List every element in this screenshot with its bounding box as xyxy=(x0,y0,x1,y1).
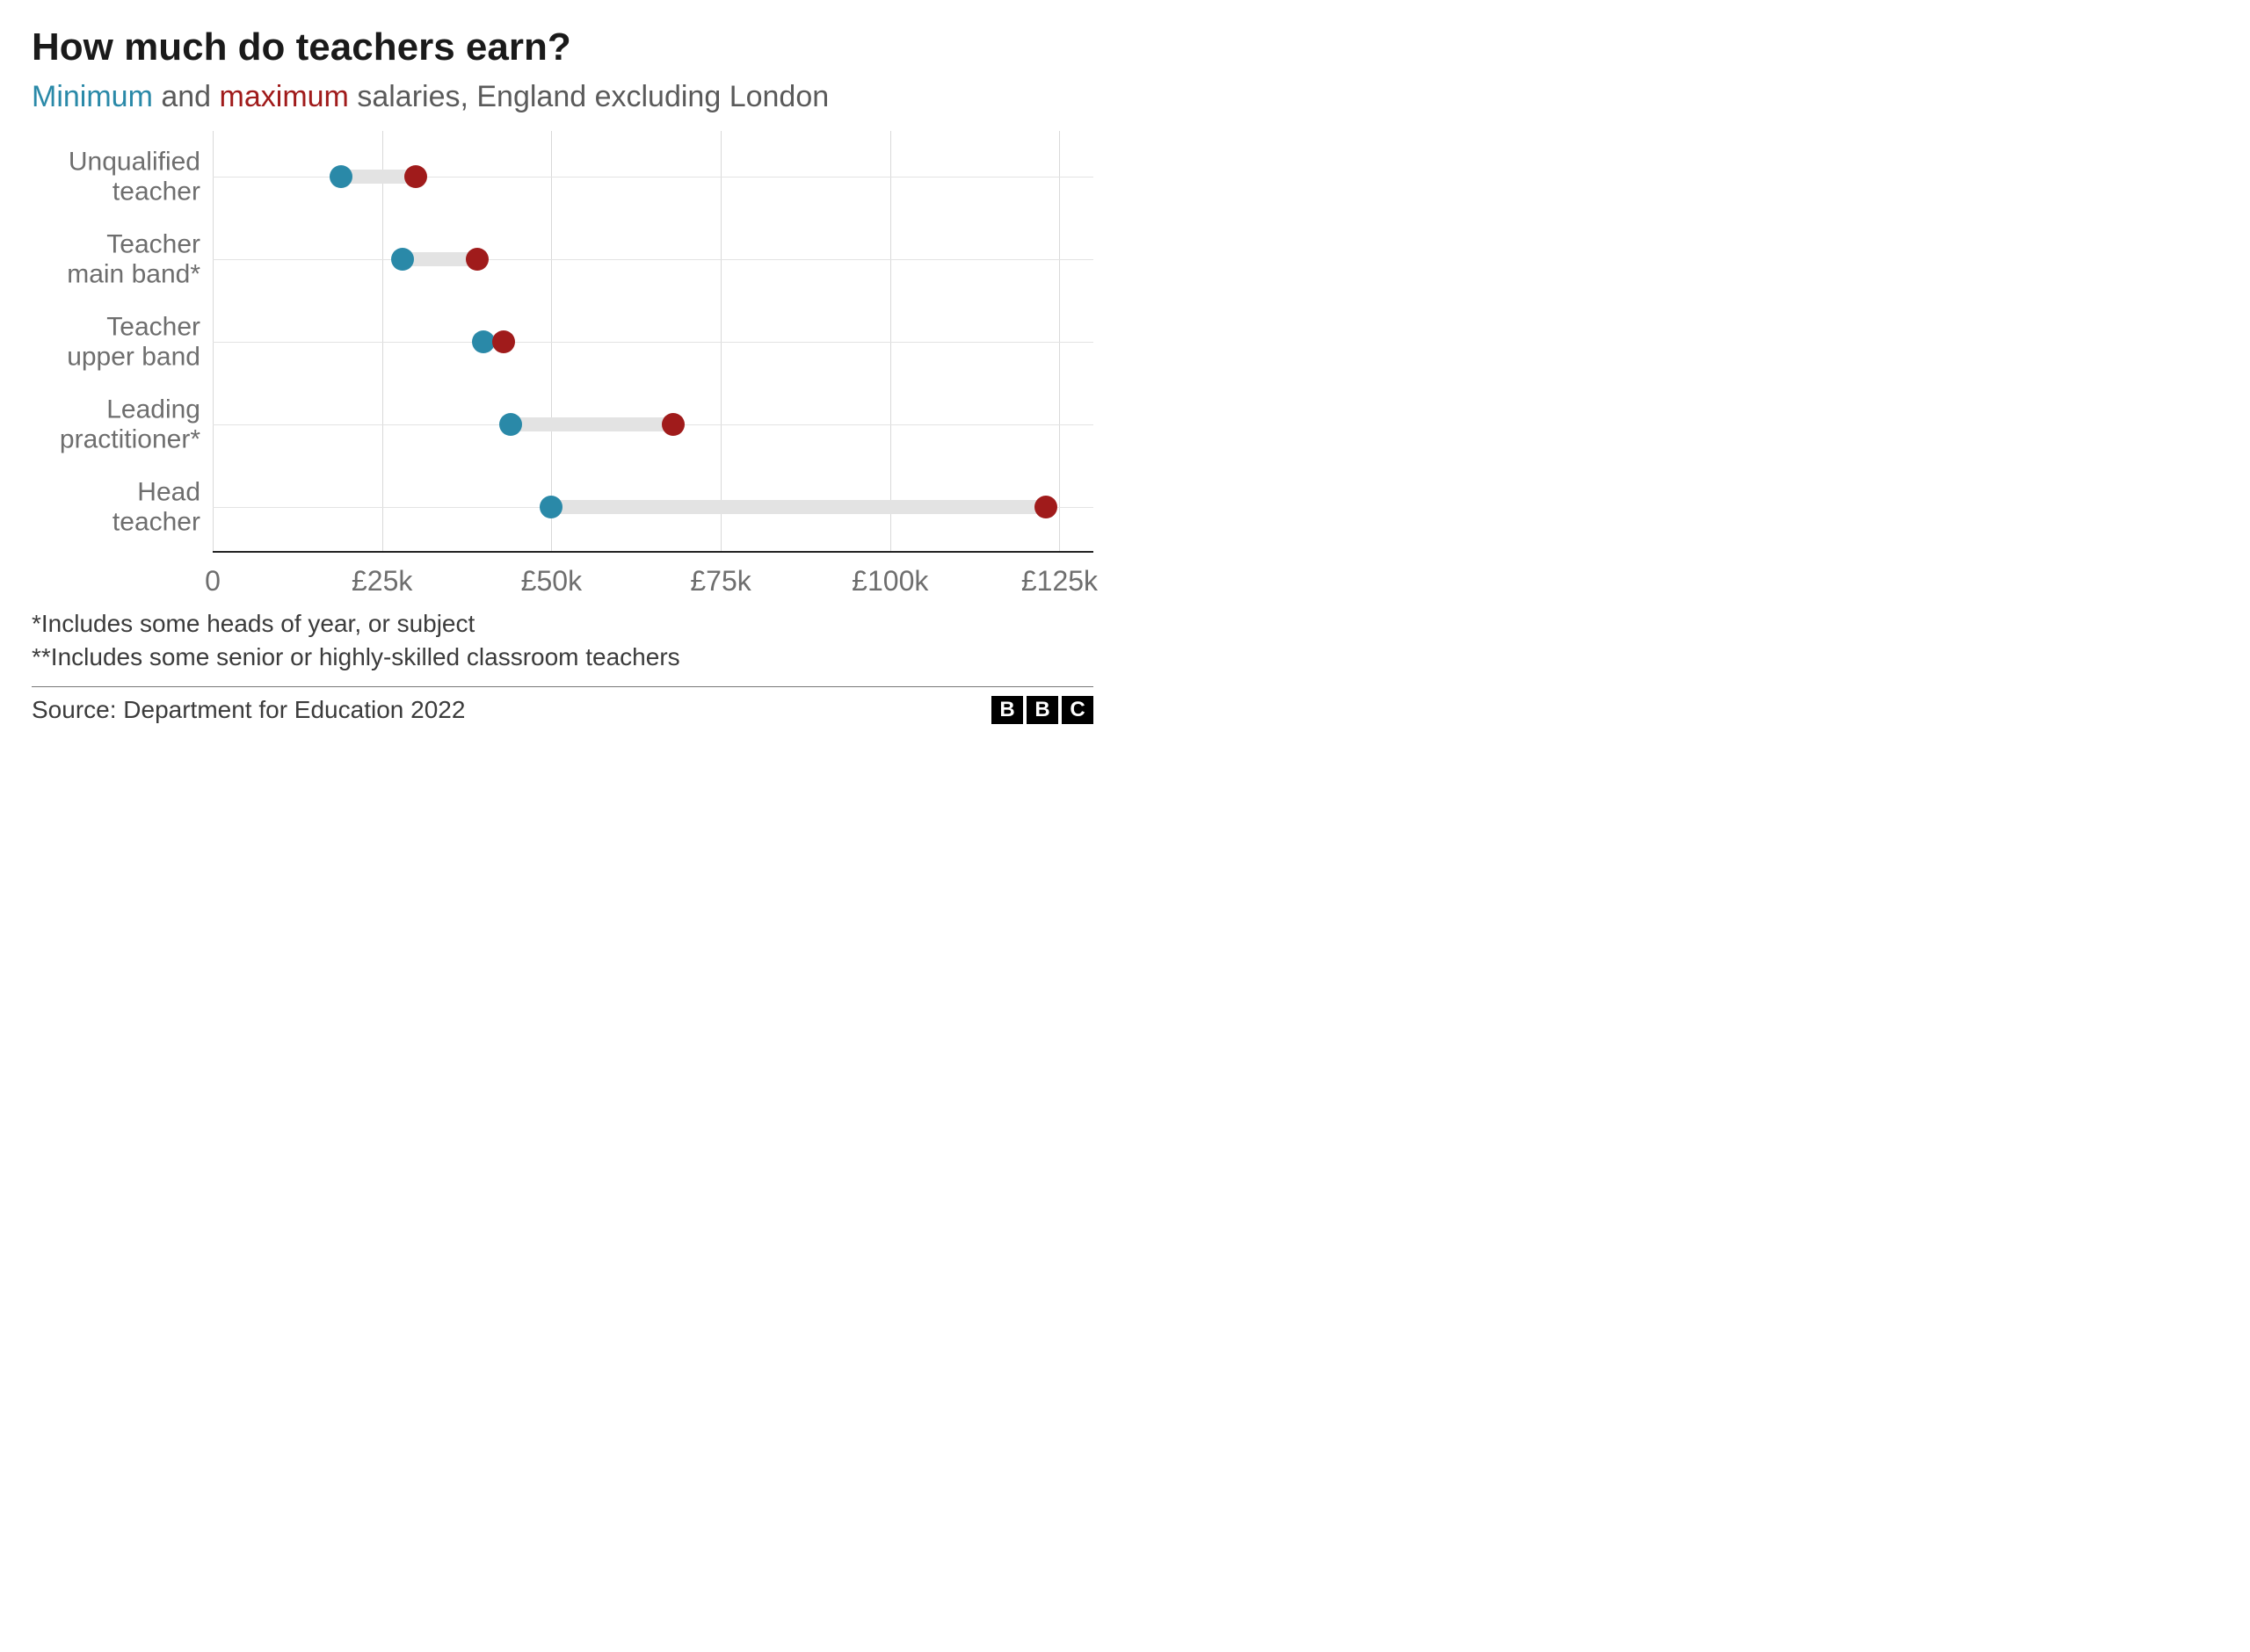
x-axis-line xyxy=(213,551,1093,553)
max-dot xyxy=(662,413,685,436)
subtitle-min: Minimum xyxy=(32,80,153,113)
range-bar xyxy=(551,500,1046,514)
row-guideline xyxy=(213,342,1093,343)
footnote-line: *Includes some heads of year, or subject xyxy=(32,607,1093,641)
chart-row: Teacher main band* xyxy=(213,259,1093,260)
min-dot xyxy=(330,165,352,188)
chart-subtitle: Minimum and maximum salaries, England ex… xyxy=(32,79,1093,115)
subtitle-max: maximum xyxy=(220,80,349,113)
x-tick-label: £75k xyxy=(690,553,751,598)
x-tick-label: £25k xyxy=(352,553,412,598)
chart-title: How much do teachers earn? xyxy=(32,26,1093,69)
source-row: Source: Department for Education 2022 BB… xyxy=(32,686,1093,724)
x-tick-label: £50k xyxy=(521,553,582,598)
max-dot xyxy=(404,165,427,188)
max-dot xyxy=(1034,496,1057,518)
category-label: Teacher main band* xyxy=(32,229,213,288)
footnote-line: **Includes some senior or highly-skilled… xyxy=(32,641,1093,674)
category-label: Teacher upper band xyxy=(32,313,213,372)
x-tick-label: £125k xyxy=(1021,553,1098,598)
chart-row: Unqualified teacher xyxy=(213,177,1093,178)
min-dot xyxy=(391,248,414,271)
bbc-logo-box: B xyxy=(1027,696,1058,724)
x-tick-label: £100k xyxy=(852,553,928,598)
subtitle-and: and xyxy=(153,80,220,113)
bbc-logo-box: B xyxy=(991,696,1023,724)
plot-region: 0£25k£50k£75k£100k£125kUnqualified teach… xyxy=(32,131,1093,553)
min-dot xyxy=(472,330,495,353)
subtitle-rest: salaries, England excluding London xyxy=(349,80,829,113)
bbc-logo: BBC xyxy=(991,696,1093,724)
footnotes: *Includes some heads of year, or subject… xyxy=(32,607,1093,674)
max-dot xyxy=(466,248,489,271)
category-label: Head teacher xyxy=(32,478,213,537)
min-dot xyxy=(540,496,562,518)
bbc-logo-box: C xyxy=(1062,696,1093,724)
chart-container: How much do teachers earn? Minimum and m… xyxy=(0,0,1125,740)
category-label: Leading practitioner* xyxy=(32,395,213,454)
chart-row: Head teacher xyxy=(213,507,1093,508)
range-bar xyxy=(511,417,673,431)
min-dot xyxy=(499,413,522,436)
source-text: Source: Department for Education 2022 xyxy=(32,696,465,724)
plot-area: 0£25k£50k£75k£100k£125kUnqualified teach… xyxy=(213,131,1093,553)
category-label: Unqualified teacher xyxy=(32,147,213,206)
x-tick-label: 0 xyxy=(205,553,221,598)
chart-row: Teacher upper band xyxy=(213,342,1093,343)
row-guideline xyxy=(213,259,1093,260)
chart-row: Leading practitioner* xyxy=(213,424,1093,425)
max-dot xyxy=(492,330,515,353)
